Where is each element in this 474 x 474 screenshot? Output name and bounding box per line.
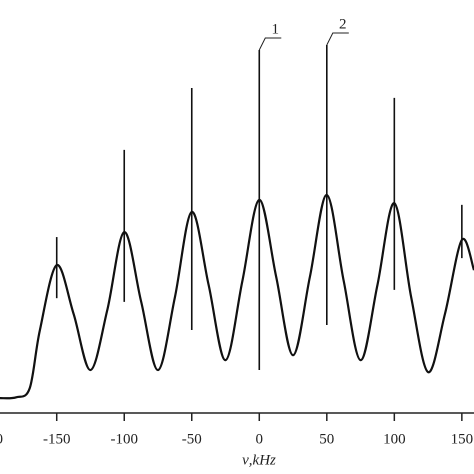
x-axis-label: ν,kHz bbox=[242, 452, 276, 468]
leader bbox=[258, 37, 282, 51]
x-tick-label: 150 bbox=[451, 431, 474, 447]
annotation: 2 bbox=[339, 16, 347, 32]
x-tick-label: -50 bbox=[182, 431, 202, 447]
x-tick-label: 100 bbox=[383, 431, 406, 447]
x-tick-label: -150 bbox=[43, 431, 71, 447]
curve bbox=[0, 193, 474, 400]
x-tick-label: 50 bbox=[319, 431, 334, 447]
leader bbox=[326, 32, 349, 46]
annotation: 1 bbox=[272, 21, 280, 37]
x-tick-label: -100 bbox=[110, 431, 138, 447]
x-tick-label: 0 bbox=[256, 431, 264, 447]
x-tick-label: -200 bbox=[0, 431, 3, 447]
